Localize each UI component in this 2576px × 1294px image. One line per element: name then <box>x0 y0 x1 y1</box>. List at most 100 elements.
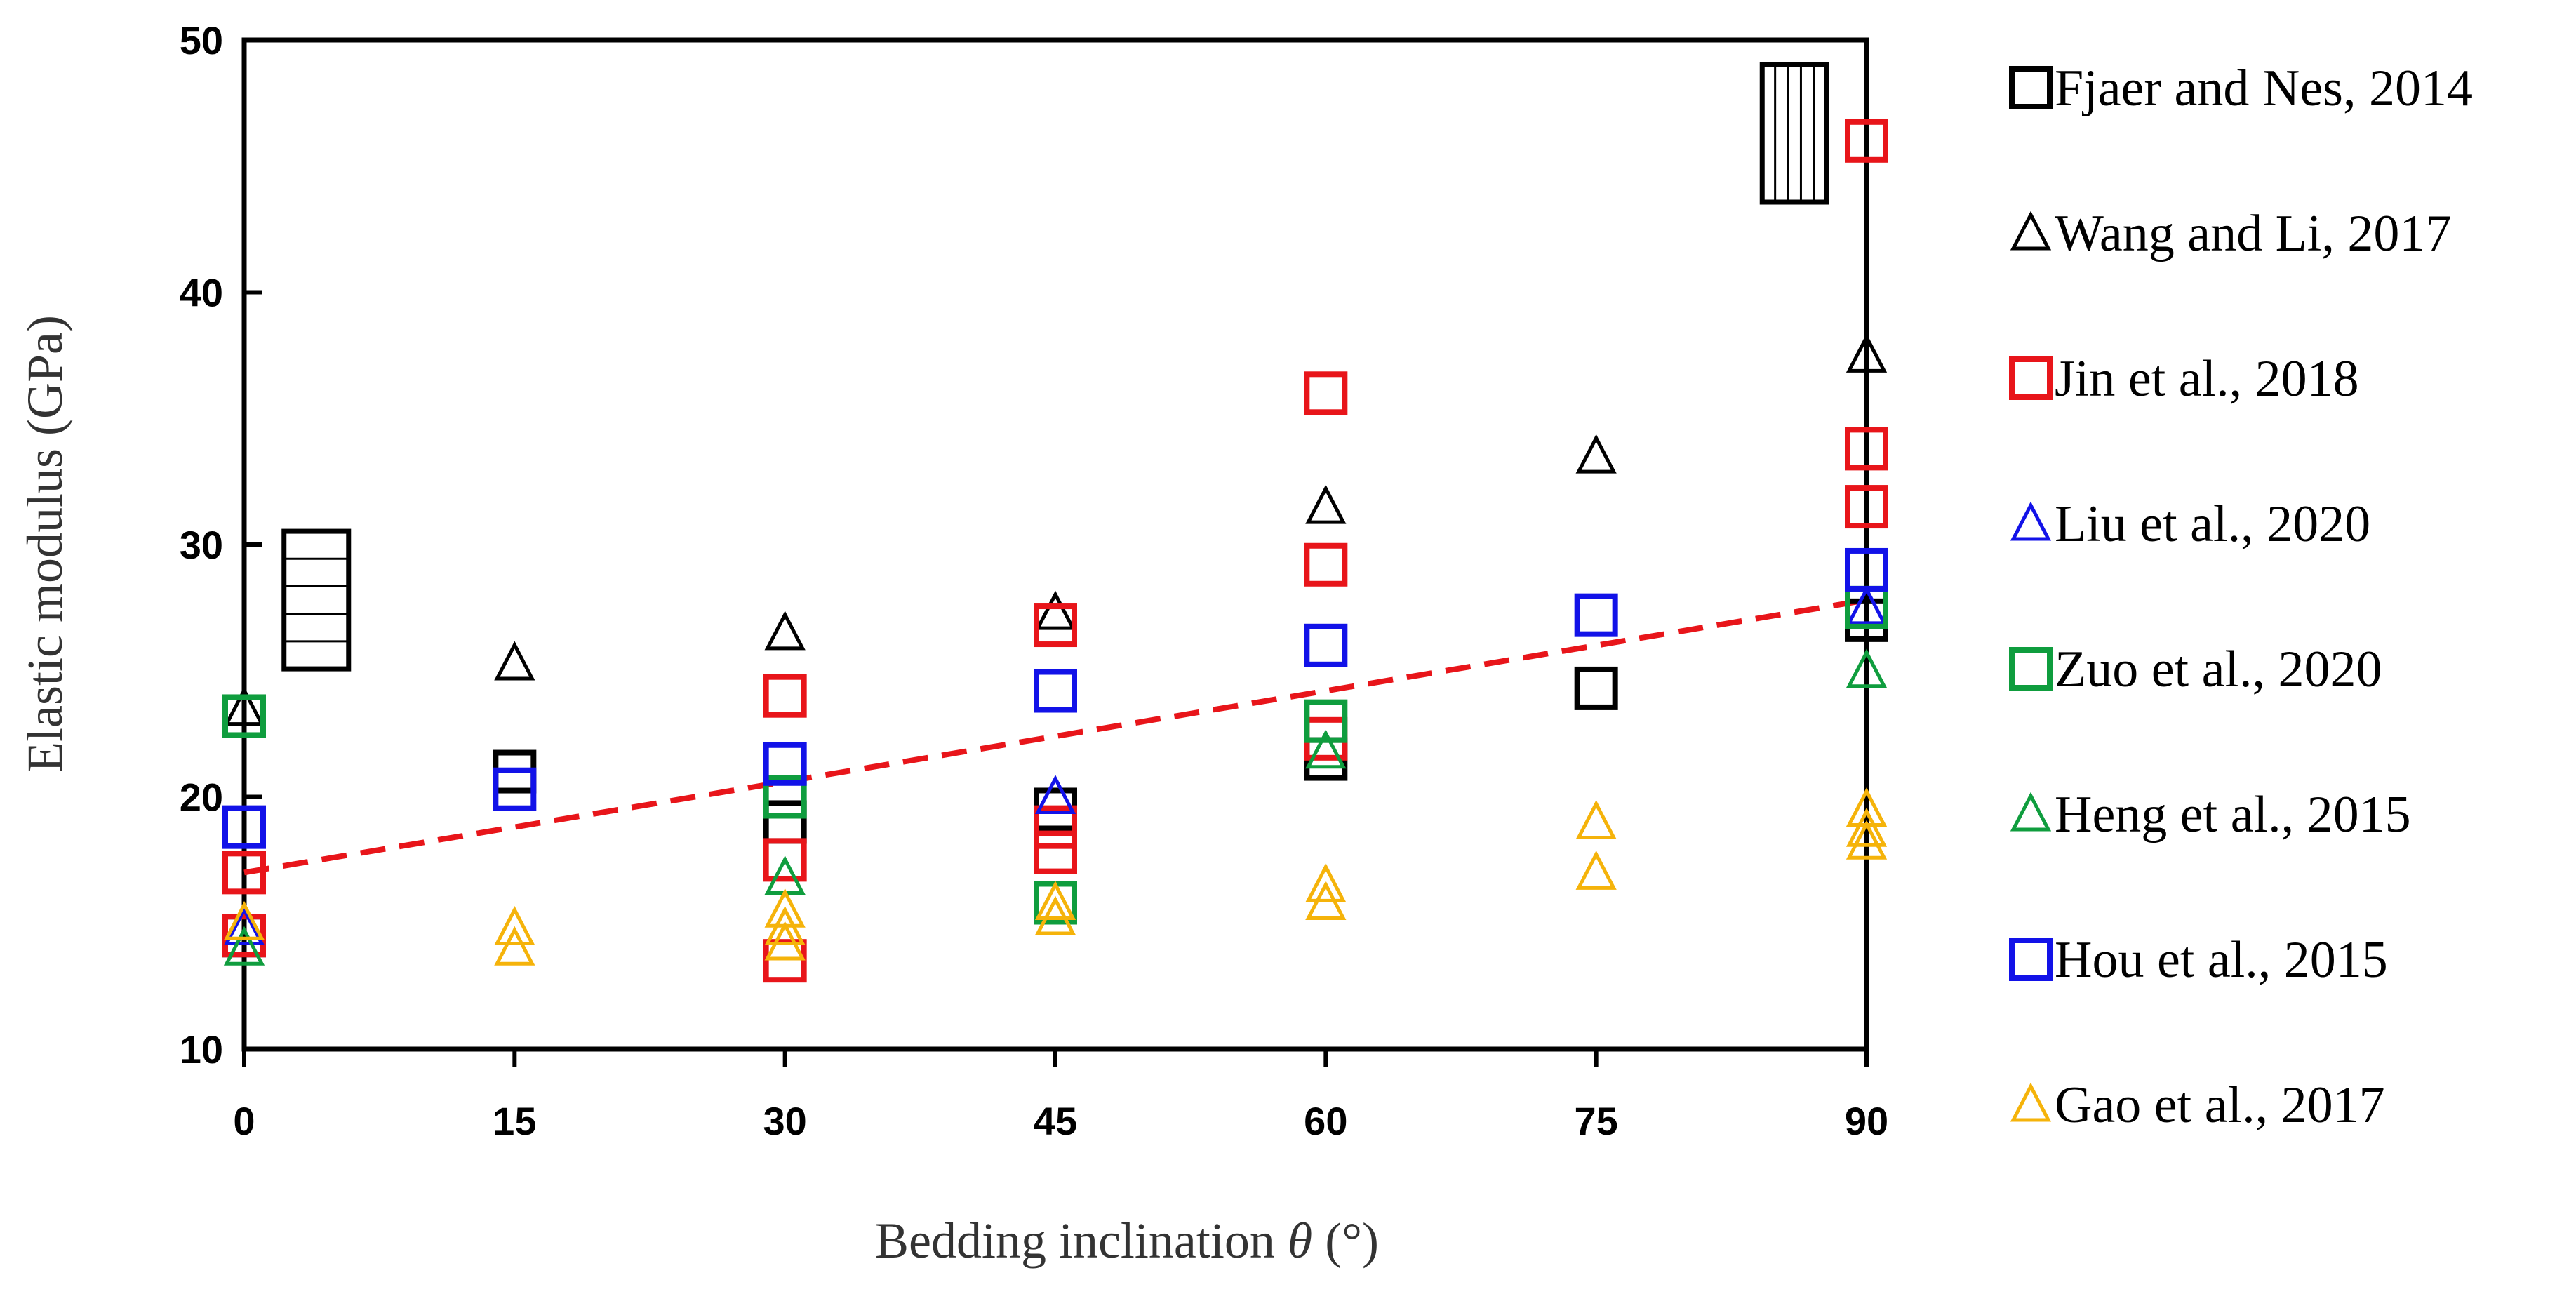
data-point <box>493 767 537 811</box>
data-point <box>222 851 266 895</box>
data-point <box>1575 800 1617 839</box>
y-axis-ticks: 10 20 30 40 50 <box>180 18 262 1072</box>
data-point <box>494 926 535 966</box>
data-point <box>1304 542 1348 587</box>
data-point <box>1034 590 1076 630</box>
legend-item: Wang and Li, 2017 <box>2010 205 2451 262</box>
data-point <box>764 906 806 945</box>
data-point <box>763 775 807 819</box>
vertical-bedding-icon <box>1759 62 1829 205</box>
data-point <box>223 926 265 966</box>
legend: Fjaer and Nes, 2014 Wang and Li, 2017 Jin … <box>2009 60 2473 1134</box>
legend-item: Hou et al., 2015 <box>2009 931 2388 989</box>
legend-label: Gao et al., 2017 <box>2055 1076 2385 1134</box>
data-point <box>1034 603 1077 648</box>
data-point <box>763 800 807 844</box>
legend-label: Wang and Li, 2017 <box>2055 205 2451 262</box>
data-point <box>764 921 806 961</box>
data-point <box>763 742 807 786</box>
series-layer <box>222 119 1888 983</box>
data-point <box>223 900 265 940</box>
data-point <box>1304 699 1348 743</box>
data-point <box>494 641 535 681</box>
y-tick-label: 10 <box>180 1027 223 1072</box>
legend-label: Fjaer and Nes, 2014 <box>2055 60 2473 117</box>
data-point <box>1845 119 1888 163</box>
data-point <box>1034 805 1077 849</box>
data-point <box>1575 850 1617 890</box>
data-point <box>222 805 266 849</box>
legend-marker <box>2009 647 2053 691</box>
data-point <box>1846 585 1888 625</box>
data-point <box>222 914 266 958</box>
bedding-frame <box>1759 62 1829 205</box>
data-point <box>1575 434 1617 474</box>
legend-marker <box>2010 501 2052 541</box>
legend-label: Liu et al., 2020 <box>2055 495 2370 553</box>
data-point <box>1034 895 1076 935</box>
y-tick-label: 20 <box>180 775 223 820</box>
legend-item: Gao et al., 2017 <box>2010 1076 2385 1134</box>
series-group <box>223 585 1888 945</box>
legend-item: Fjaer and Nes, 2014 <box>2009 60 2473 117</box>
y-tick-label: 50 <box>180 18 223 62</box>
x-tick-label: 90 <box>1845 1099 1888 1143</box>
series-group <box>223 787 1888 966</box>
legend-marker <box>2010 1082 2052 1122</box>
data-point <box>1034 775 1076 814</box>
x-tick-label: 15 <box>493 1099 536 1143</box>
series-group <box>222 119 1888 983</box>
data-point <box>1304 371 1348 415</box>
data-point <box>223 686 265 726</box>
data-point <box>1305 881 1347 920</box>
legend-label: Zuo et al., 2020 <box>2055 641 2382 698</box>
data-point <box>223 906 265 945</box>
x-axis-ticks: 0 15 30 45 60 75 90 <box>233 1049 1888 1143</box>
data-point <box>1304 623 1348 667</box>
legend-marker <box>2009 938 2053 981</box>
x-tick-label: 60 <box>1304 1099 1347 1143</box>
legend-label: Jin et al., 2018 <box>2055 350 2359 408</box>
y-axis-title: Elastic modulus (GPa) <box>17 315 73 773</box>
data-point <box>1846 807 1888 847</box>
data-point <box>1845 427 1888 471</box>
data-point <box>1845 485 1888 529</box>
data-point <box>1034 669 1077 713</box>
x-tick-label: 30 <box>763 1099 807 1143</box>
y-tick-label: 40 <box>180 271 223 315</box>
y-tick-label: 30 <box>180 523 223 567</box>
horizontal-bedding-icon <box>281 528 352 672</box>
data-point <box>1305 862 1347 902</box>
x-tick-label: 0 <box>233 1099 255 1143</box>
x-axis-title: Bedding inclination θ (°) <box>875 1213 1379 1269</box>
legend-item: Jin et al., 2018 <box>2009 350 2359 408</box>
data-point <box>1305 729 1347 769</box>
legend-item: Liu et al., 2020 <box>2010 495 2370 553</box>
legend-label: Heng et al., 2015 <box>2055 786 2411 843</box>
bedding-frame <box>281 528 352 672</box>
data-point <box>1845 547 1888 592</box>
legend-label: Hou et al., 2015 <box>2055 931 2388 989</box>
data-point <box>1034 881 1076 920</box>
data-point <box>1034 830 1077 874</box>
legend-marker <box>2010 792 2052 832</box>
data-point <box>1846 820 1888 860</box>
x-tick-label: 75 <box>1575 1099 1618 1143</box>
series-group <box>223 333 1888 726</box>
data-point <box>1574 666 1618 710</box>
legend-marker <box>2010 211 2052 251</box>
legend-item: Zuo et al., 2020 <box>2009 641 2382 698</box>
x-tick-label: 45 <box>1034 1099 1077 1143</box>
data-point <box>1846 648 1888 688</box>
data-point <box>763 674 807 718</box>
data-point <box>1574 593 1618 637</box>
data-point <box>764 611 806 651</box>
legend-item: Heng et al., 2015 <box>2010 786 2411 843</box>
legend-marker <box>2009 356 2053 400</box>
data-point <box>763 838 807 882</box>
legend-marker <box>2009 66 2053 109</box>
data-point <box>222 694 266 738</box>
data-point <box>494 906 535 945</box>
data-point <box>1846 333 1888 373</box>
